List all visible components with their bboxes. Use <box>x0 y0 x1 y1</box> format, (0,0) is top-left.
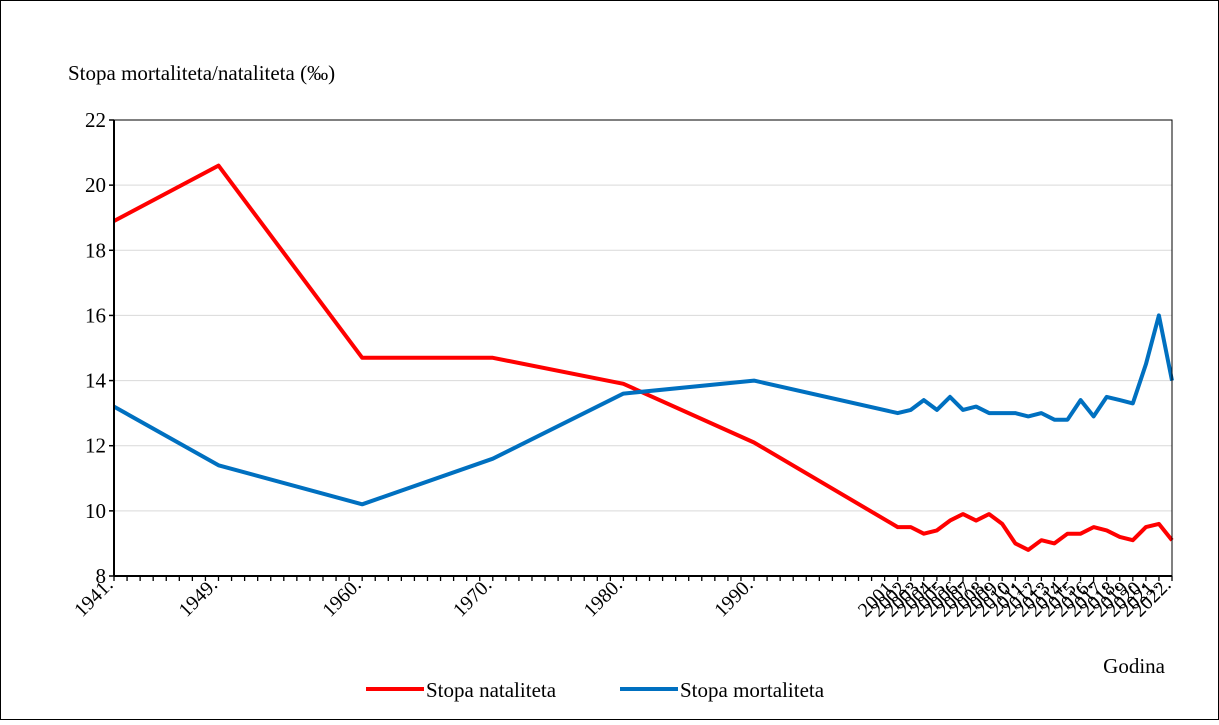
y-axis-title: Stopa mortaliteta/nataliteta (‰) <box>68 61 335 85</box>
y-tick-label: 22 <box>85 108 106 132</box>
y-tick-labels: 8 10 12 14 16 18 20 22 <box>85 108 107 588</box>
y-tick-label: 20 <box>85 173 106 197</box>
series-lines <box>113 163 1174 552</box>
series-line-2 <box>113 313 1174 507</box>
x-axis-title: Godina <box>1103 654 1166 678</box>
legend-label: Stopa nataliteta <box>426 678 557 702</box>
series-line-1 <box>113 163 1174 552</box>
y-tick-label: 14 <box>85 369 107 393</box>
legend-item-1: Stopa nataliteta <box>366 678 557 702</box>
y-tick-label: 8 <box>96 564 107 588</box>
y-tick-label: 12 <box>85 434 106 458</box>
legend: Stopa nataliteta Stopa mortaliteta <box>366 678 825 702</box>
y-tick-label: 18 <box>85 238 106 262</box>
legend-label: Stopa mortaliteta <box>680 678 825 702</box>
y-tick-label: 10 <box>85 499 106 523</box>
axes <box>109 119 1173 581</box>
y-tick-label: 16 <box>85 303 106 327</box>
x-tick-labels: 1941. 1949. 1960. 1970. 1980. 1990. 2001.2002.… <box>70 574 1175 621</box>
legend-item-2: Stopa mortaliteta <box>620 678 825 702</box>
